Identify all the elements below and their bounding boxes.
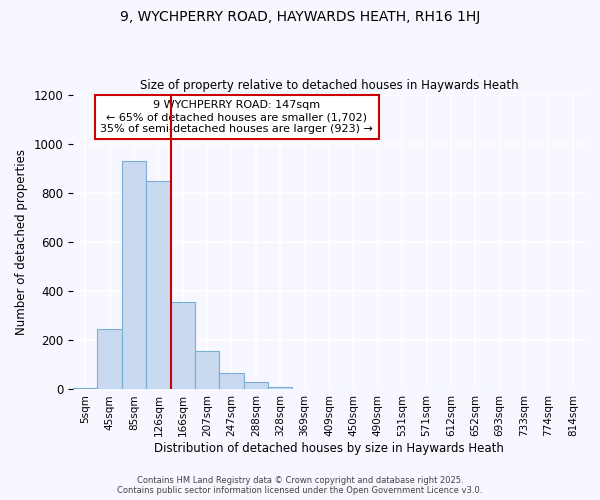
- Bar: [268, 387, 292, 390]
- Y-axis label: Number of detached properties: Number of detached properties: [15, 149, 28, 335]
- Text: 9, WYCHPERRY ROAD, HAYWARDS HEATH, RH16 1HJ: 9, WYCHPERRY ROAD, HAYWARDS HEATH, RH16 …: [120, 10, 480, 24]
- Bar: [244, 382, 268, 390]
- X-axis label: Distribution of detached houses by size in Haywards Heath: Distribution of detached houses by size …: [154, 442, 504, 455]
- Bar: [73, 388, 97, 390]
- Bar: [220, 374, 244, 390]
- Bar: [170, 302, 195, 390]
- Bar: [97, 328, 122, 390]
- Text: 9 WYCHPERRY ROAD: 147sqm
← 65% of detached houses are smaller (1,702)
35% of sem: 9 WYCHPERRY ROAD: 147sqm ← 65% of detach…: [100, 100, 373, 134]
- Title: Size of property relative to detached houses in Haywards Heath: Size of property relative to detached ho…: [140, 79, 518, 92]
- Bar: [122, 162, 146, 390]
- Bar: [146, 181, 170, 390]
- Bar: [195, 351, 220, 390]
- Text: Contains HM Land Registry data © Crown copyright and database right 2025.
Contai: Contains HM Land Registry data © Crown c…: [118, 476, 482, 495]
